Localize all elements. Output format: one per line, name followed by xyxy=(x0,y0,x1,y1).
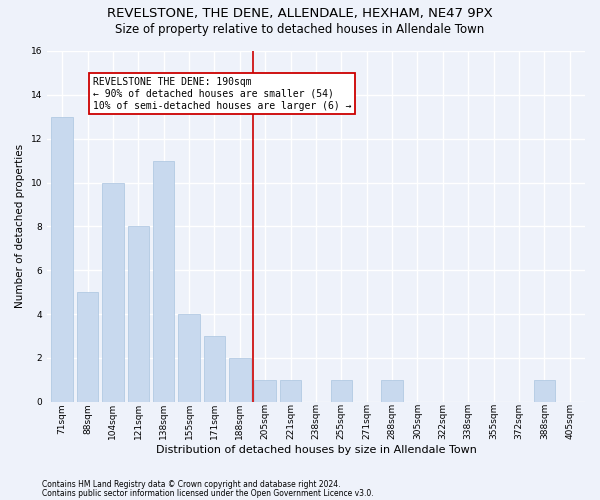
Text: REVELSTONE THE DENE: 190sqm
← 90% of detached houses are smaller (54)
10% of sem: REVELSTONE THE DENE: 190sqm ← 90% of det… xyxy=(92,78,351,110)
Y-axis label: Number of detached properties: Number of detached properties xyxy=(15,144,25,308)
Bar xyxy=(178,314,200,402)
X-axis label: Distribution of detached houses by size in Allendale Town: Distribution of detached houses by size … xyxy=(155,445,476,455)
Bar xyxy=(52,117,73,402)
Bar xyxy=(153,160,175,402)
Bar xyxy=(203,336,225,402)
Text: REVELSTONE, THE DENE, ALLENDALE, HEXHAM, NE47 9PX: REVELSTONE, THE DENE, ALLENDALE, HEXHAM,… xyxy=(107,8,493,20)
Text: Size of property relative to detached houses in Allendale Town: Size of property relative to detached ho… xyxy=(115,22,485,36)
Bar xyxy=(280,380,301,402)
Text: Contains public sector information licensed under the Open Government Licence v3: Contains public sector information licen… xyxy=(42,490,374,498)
Text: Contains HM Land Registry data © Crown copyright and database right 2024.: Contains HM Land Registry data © Crown c… xyxy=(42,480,341,489)
Bar xyxy=(77,292,98,402)
Bar xyxy=(533,380,555,402)
Bar xyxy=(229,358,251,402)
Bar xyxy=(331,380,352,402)
Bar xyxy=(382,380,403,402)
Bar xyxy=(254,380,276,402)
Bar xyxy=(102,182,124,402)
Bar xyxy=(128,226,149,402)
